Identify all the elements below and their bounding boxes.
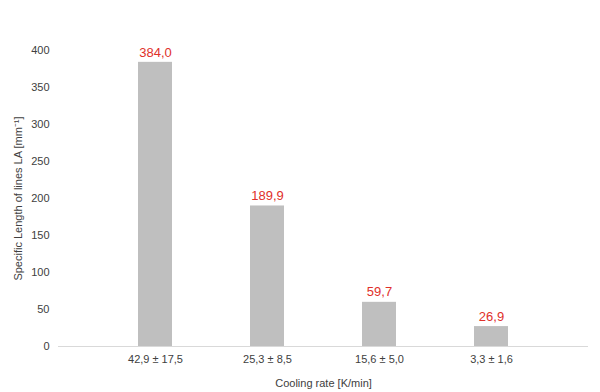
svg-text:300: 300 xyxy=(31,118,49,130)
svg-text:0: 0 xyxy=(43,340,49,352)
svg-text:3,3 ± 1,6: 3,3 ± 1,6 xyxy=(470,353,513,365)
svg-text:42,9 ± 17,5: 42,9 ± 17,5 xyxy=(128,353,183,365)
svg-text:59,7: 59,7 xyxy=(367,284,392,299)
svg-text:400: 400 xyxy=(31,44,49,56)
svg-text:Specific Length of lines LA [m: Specific Length of lines LA [mm⁻¹] xyxy=(12,116,24,280)
svg-text:189,9: 189,9 xyxy=(251,188,284,203)
svg-text:50: 50 xyxy=(37,303,49,315)
svg-text:200: 200 xyxy=(31,192,49,204)
svg-text:26,9: 26,9 xyxy=(479,309,504,324)
svg-text:350: 350 xyxy=(31,81,49,93)
svg-text:25,3 ± 8,5: 25,3 ± 8,5 xyxy=(243,353,292,365)
svg-text:384,0: 384,0 xyxy=(139,45,172,60)
svg-text:100: 100 xyxy=(31,266,49,278)
svg-text:Cooling rate [K/min]: Cooling rate [K/min] xyxy=(275,377,372,389)
svg-text:150: 150 xyxy=(31,229,49,241)
svg-text:250: 250 xyxy=(31,155,49,167)
svg-text:15,6 ± 5,0: 15,6 ± 5,0 xyxy=(355,353,404,365)
